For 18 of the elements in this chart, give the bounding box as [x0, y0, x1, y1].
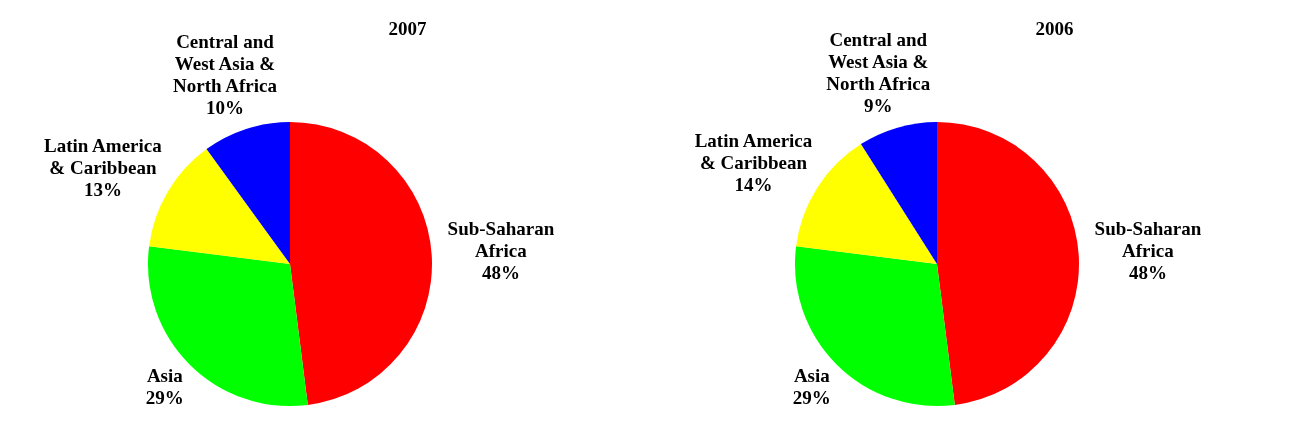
chart-title: 2006 [1035, 17, 1074, 39]
data-label: 13% [83, 178, 122, 200]
slice-label: Sub-Saharan Africa [447, 218, 555, 262]
slice-label: Sub-Saharan Africa [1094, 218, 1202, 262]
slice-label: Asia [146, 365, 184, 387]
data-label: 14% [734, 173, 773, 195]
data-label: 48% [1128, 262, 1167, 284]
chart-title: 2007 [388, 17, 428, 39]
slice-label: Central and West Asia & North Africa [172, 30, 278, 96]
slice-label: Latin America & Caribbean [44, 134, 163, 178]
slice-label: Central and West Asia & North Africa [826, 28, 931, 94]
data-label: 10% [205, 96, 244, 118]
data-label: 29% [792, 387, 831, 409]
data-label: 29% [145, 387, 184, 409]
slice-label: Asia [793, 365, 831, 387]
data-label: 9% [864, 94, 893, 116]
data-label: 48% [481, 262, 520, 284]
slice-label: Latin America & Caribbean [694, 129, 813, 173]
